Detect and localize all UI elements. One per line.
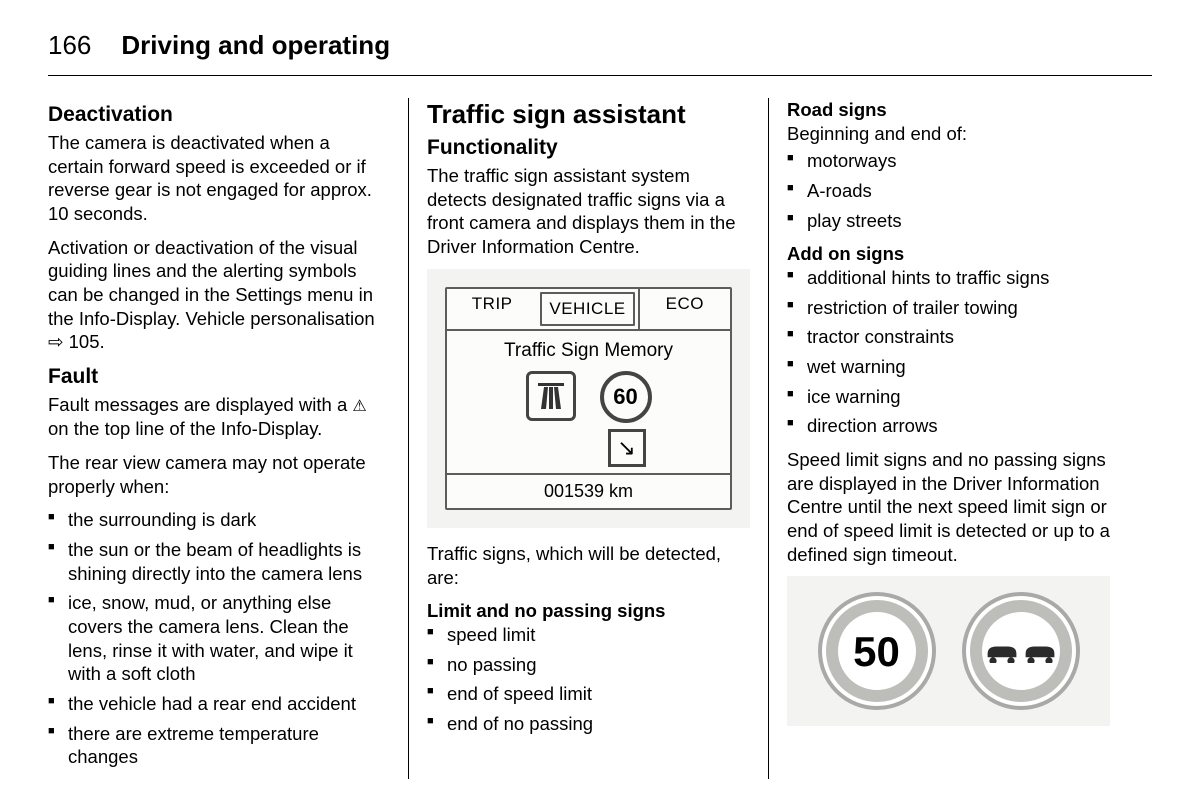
list-item: wet warning	[787, 355, 1110, 379]
fault-text-a: Fault messages are displayed with a	[48, 394, 352, 415]
road-signs-list: motorways A-roads play streets	[787, 149, 1110, 232]
column-2: Traffic sign assistant Functionality The…	[408, 98, 768, 779]
detected-intro: Traffic signs, which will be detected, a…	[427, 542, 750, 589]
display-icon-row: 60 ↘	[447, 367, 730, 473]
speed-limit-50-value: 50	[853, 625, 900, 679]
list-item: ice, snow, mud, or anything else covers …	[48, 591, 390, 686]
no-passing-sign-icon	[962, 592, 1080, 710]
tab-eco: ECO	[638, 289, 730, 329]
sign-illustration: 50	[787, 576, 1110, 726]
section-title: Traffic sign assistant	[427, 98, 750, 131]
addon-list: additional hints to traffic signs restri…	[787, 266, 1110, 438]
warning-triangle-icon: ⚠	[352, 398, 366, 415]
road-signs-intro: Beginning and end of:	[787, 122, 1110, 146]
list-item: A-roads	[787, 179, 1110, 203]
tab-trip: TRIP	[447, 289, 537, 329]
speed-limit-60-icon: 60	[600, 371, 652, 423]
deactivation-para-1: The camera is deactivated when a certain…	[48, 131, 390, 226]
xref-105: ⇨ 105.	[48, 331, 105, 352]
list-item: end of no passing	[427, 712, 750, 736]
list-item: additional hints to traffic signs	[787, 266, 1110, 290]
list-item: restriction of trailer towing	[787, 296, 1110, 320]
limit-heading: Limit and no passing signs	[427, 599, 750, 623]
tab-vehicle: VEHICLE	[540, 292, 634, 326]
list-item: motorways	[787, 149, 1110, 173]
display-tabs: TRIP VEHICLE ECO	[447, 289, 730, 331]
speed-and-arrow-group: 60 ↘	[600, 371, 652, 467]
functionality-para: The traffic sign assistant system detect…	[427, 164, 750, 259]
list-item: direction arrows	[787, 414, 1110, 438]
display-figure: TRIP VEHICLE ECO Traffic Sign Memory	[427, 269, 750, 528]
deactivation-text: Activation or deactivation of the visual…	[48, 237, 375, 329]
limit-list: speed limit no passing end of speed limi…	[427, 623, 750, 736]
deactivation-para-2: Activation or deactivation of the visual…	[48, 236, 390, 354]
list-item: the surrounding is dark	[48, 508, 390, 532]
fault-heading: Fault	[48, 364, 390, 391]
list-item: play streets	[787, 209, 1110, 233]
list-item: the sun or the beam of headlights is shi…	[48, 538, 390, 585]
list-item: tractor constraints	[787, 325, 1110, 349]
driver-display-screen: TRIP VEHICLE ECO Traffic Sign Memory	[445, 287, 732, 510]
deactivation-heading: Deactivation	[48, 102, 390, 129]
list-item: there are extreme temperature changes	[48, 722, 390, 769]
chapter-title: Driving and operating	[121, 30, 390, 61]
list-item: ice warning	[787, 385, 1110, 409]
fault-para-1: Fault messages are displayed with a ⚠ on…	[48, 393, 390, 441]
column-3: Road signs Beginning and end of: motorwa…	[768, 98, 1128, 779]
addon-heading: Add on signs	[787, 242, 1110, 266]
fault-text-b: on the top line of the Info-Display.	[48, 418, 322, 439]
page-header: 166 Driving and operating	[48, 30, 1152, 76]
functionality-heading: Functionality	[427, 135, 750, 162]
speed-limit-50-sign-icon: 50	[818, 592, 936, 710]
list-item: end of speed limit	[427, 682, 750, 706]
list-item: speed limit	[427, 623, 750, 647]
page-number: 166	[48, 30, 91, 61]
road-signs-heading: Road signs	[787, 98, 1110, 122]
fault-list: the surrounding is dark the sun or the b…	[48, 508, 390, 769]
column-1: Deactivation The camera is deactivated w…	[48, 98, 408, 779]
list-item: the vehicle had a rear end accident	[48, 692, 390, 716]
odometer-value: 001539 km	[447, 473, 730, 508]
note-para: Speed limit signs and no passing signs a…	[787, 448, 1110, 566]
display-title: Traffic Sign Memory	[447, 331, 730, 367]
content-columns: Deactivation The camera is deactivated w…	[48, 98, 1152, 779]
motorway-sign-icon	[526, 371, 576, 421]
arrow-down-right-icon: ↘	[608, 429, 646, 467]
list-item: no passing	[427, 653, 750, 677]
fault-para-2: The rear view camera may not operate pro…	[48, 451, 390, 498]
